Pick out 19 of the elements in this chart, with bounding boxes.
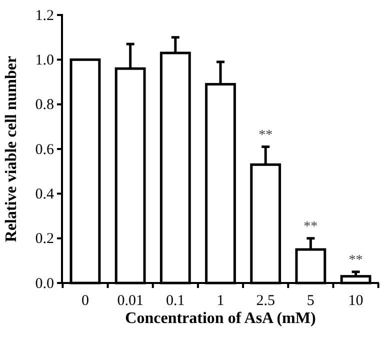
x-tick-label: 1	[216, 293, 224, 309]
x-tick-label: 10	[348, 293, 364, 309]
y-tick-label: 0.8	[35, 97, 54, 114]
x-axis-title: Concentration of AsA (mM)	[125, 310, 316, 327]
annotation: **	[304, 219, 318, 234]
x-tick-label: 0.01	[117, 293, 144, 309]
y-tick-label: 1.2	[35, 8, 54, 24]
y-tick-label: 0.2	[35, 231, 54, 248]
x-tick-label: 0	[81, 293, 89, 309]
x-tick-label: 0.1	[166, 293, 185, 309]
y-axis-title: Relative viable cell number	[3, 56, 20, 242]
annotation: **	[348, 252, 363, 268]
y-tick-label: 1.0	[35, 52, 54, 68]
x-tick-label: 5	[306, 293, 314, 309]
annotation: **	[258, 128, 273, 143]
y-tick-label: 0.0	[35, 276, 54, 292]
x-tick-label: 2.5	[256, 293, 275, 309]
y-tick-label: 0.4	[35, 186, 54, 202]
y-tick-label: 0.6	[35, 142, 54, 158]
